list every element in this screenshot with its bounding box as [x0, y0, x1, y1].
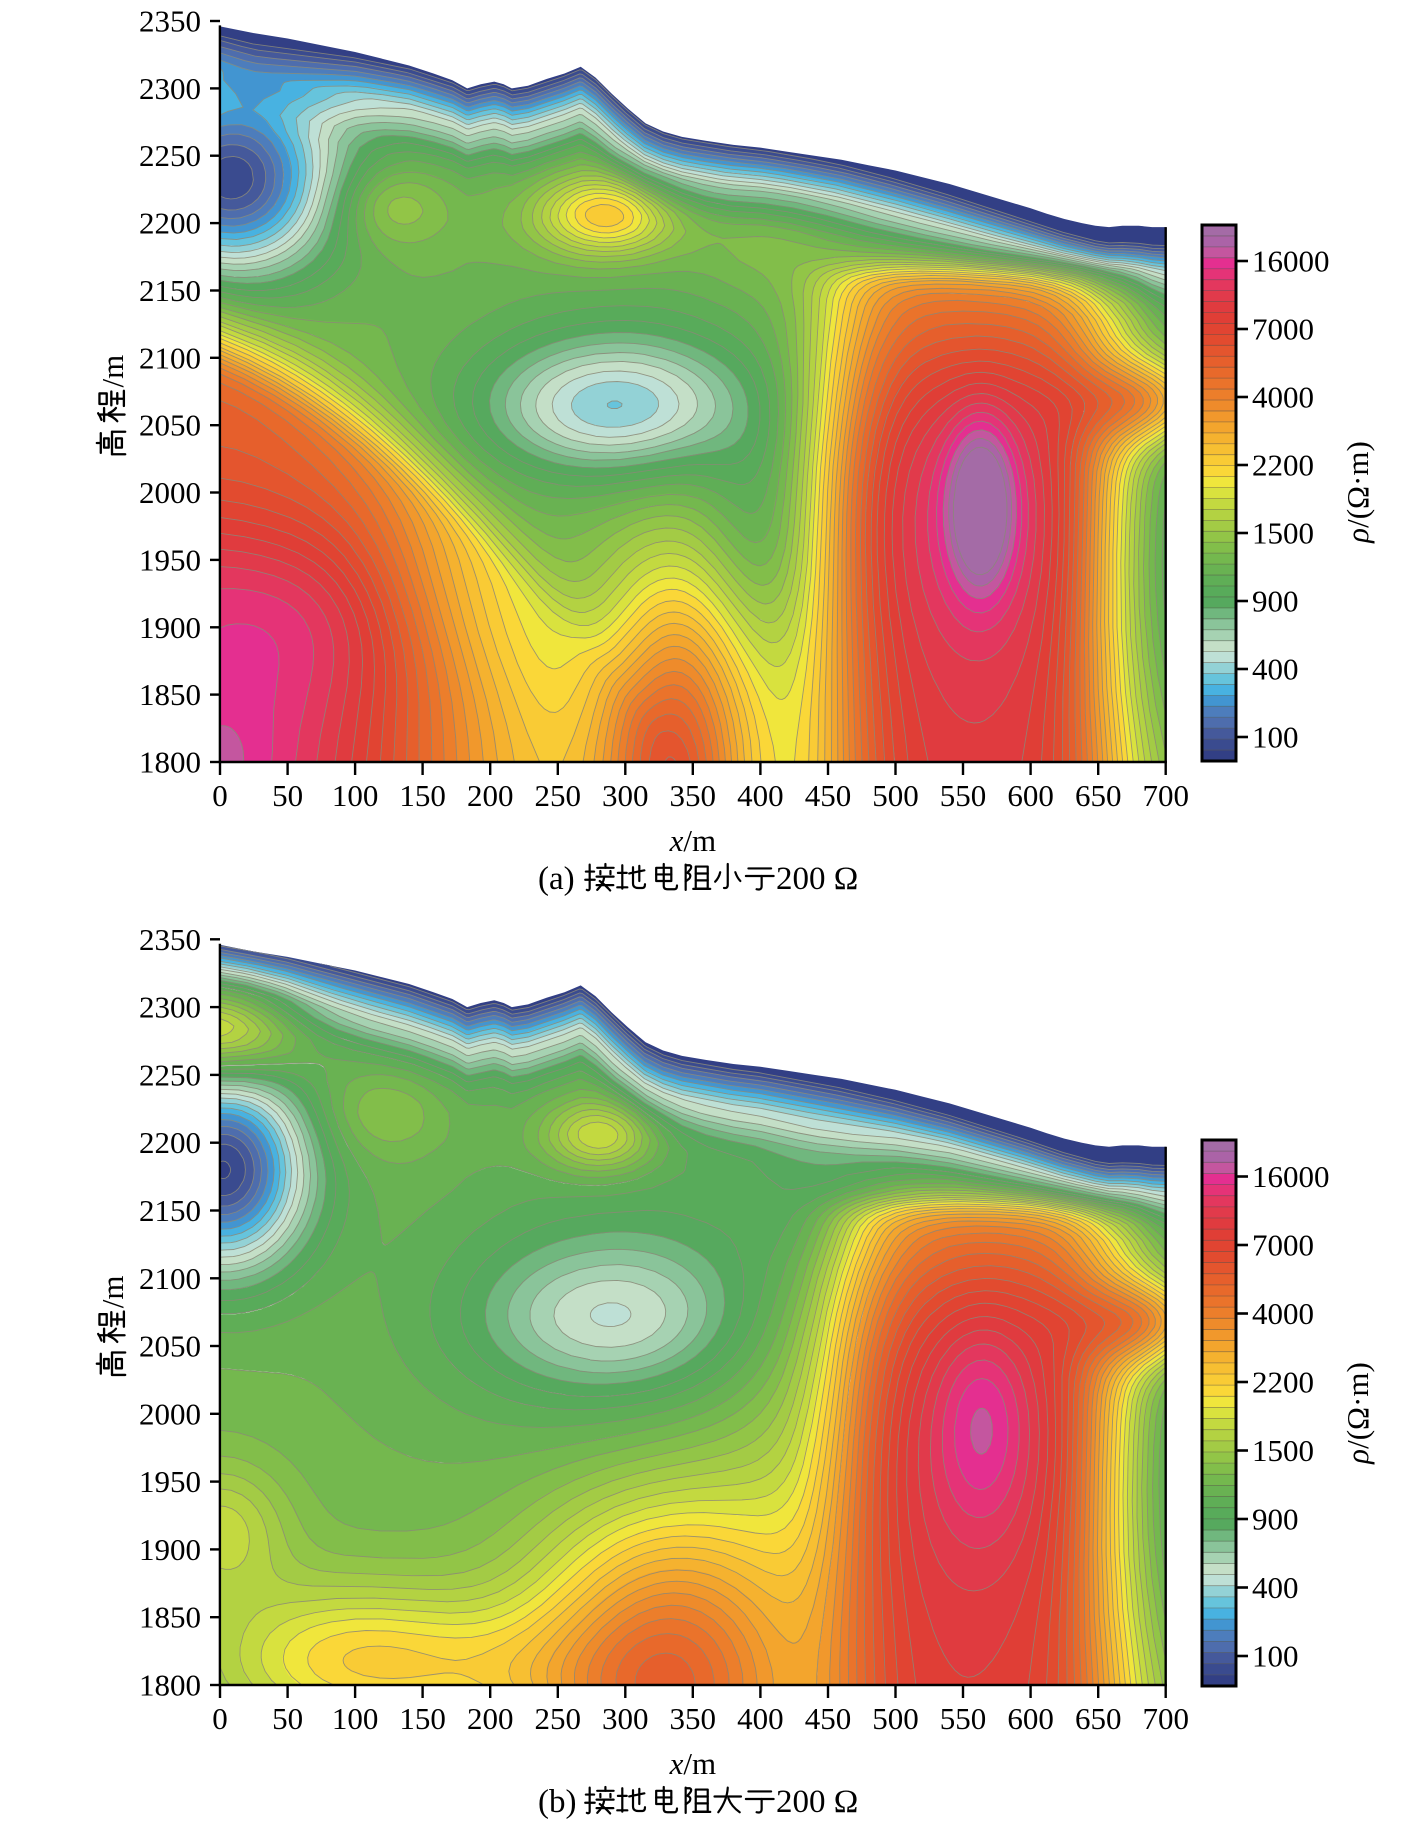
svg-text:2250: 2250 [139, 138, 201, 173]
svg-text:400: 400 [1252, 652, 1299, 687]
svg-text:2000: 2000 [139, 475, 201, 510]
svg-text:550: 550 [940, 778, 987, 813]
svg-text:16000: 16000 [1252, 244, 1330, 279]
svg-text:1800: 1800 [139, 745, 201, 780]
svg-text:150: 150 [399, 1701, 446, 1736]
svg-text:2200: 2200 [139, 206, 201, 241]
svg-text:1950: 1950 [139, 542, 201, 577]
svg-text:(b): (b) [538, 1784, 576, 1820]
svg-text:2350: 2350 [139, 4, 201, 39]
svg-text:2200: 2200 [139, 1125, 201, 1160]
svg-text:ρ/(Ω·m): ρ/(Ω·m) [1340, 1362, 1375, 1465]
svg-text:350: 350 [670, 778, 717, 813]
svg-text:100: 100 [1252, 1639, 1299, 1674]
svg-text:50: 50 [272, 778, 303, 813]
svg-text:2350: 2350 [139, 922, 201, 957]
svg-text:2100: 2100 [139, 340, 201, 375]
svg-text:1850: 1850 [139, 677, 201, 712]
svg-text:200 Ω: 200 Ω [776, 861, 858, 897]
svg-text:2200: 2200 [1252, 448, 1314, 483]
svg-text:700: 700 [1142, 778, 1189, 813]
svg-text:2050: 2050 [139, 408, 201, 443]
svg-text:650: 650 [1075, 778, 1122, 813]
svg-text:(a): (a) [538, 861, 575, 897]
svg-text:250: 250 [535, 778, 582, 813]
svg-text:200: 200 [467, 1701, 514, 1736]
svg-text:16000: 16000 [1252, 1159, 1330, 1194]
svg-text:1900: 1900 [139, 610, 201, 645]
svg-text:2250: 2250 [139, 1057, 201, 1092]
svg-text:900: 900 [1252, 1502, 1299, 1537]
svg-text:500: 500 [872, 1701, 919, 1736]
svg-text:/m: /m [95, 1275, 130, 1308]
svg-text:x/m: x/m [669, 1746, 717, 1781]
svg-text:0: 0 [212, 778, 228, 813]
svg-text:4000: 4000 [1252, 380, 1314, 415]
svg-text:900: 900 [1252, 584, 1299, 619]
svg-text:2200: 2200 [1252, 1365, 1314, 1400]
svg-text:x/m: x/m [669, 823, 717, 858]
svg-text:1900: 1900 [139, 1532, 201, 1567]
svg-text:7000: 7000 [1252, 312, 1314, 347]
svg-text:600: 600 [1007, 1701, 1054, 1736]
svg-text:ρ/(Ω·m): ρ/(Ω·m) [1340, 441, 1375, 544]
svg-text:450: 450 [805, 778, 852, 813]
svg-text:200: 200 [467, 778, 514, 813]
svg-text:1800: 1800 [139, 1668, 201, 1703]
svg-text:150: 150 [399, 778, 446, 813]
svg-text:4000: 4000 [1252, 1296, 1314, 1331]
svg-text:/m: /m [95, 355, 130, 388]
svg-text:1500: 1500 [1252, 1433, 1314, 1468]
svg-text:1950: 1950 [139, 1464, 201, 1499]
svg-text:300: 300 [602, 1701, 649, 1736]
svg-text:0: 0 [212, 1701, 228, 1736]
svg-text:1850: 1850 [139, 1600, 201, 1635]
svg-text:7000: 7000 [1252, 1228, 1314, 1263]
svg-text:2000: 2000 [139, 1396, 201, 1431]
svg-text:550: 550 [940, 1701, 987, 1736]
svg-text:200 Ω: 200 Ω [776, 1784, 858, 1820]
svg-text:2100: 2100 [139, 1261, 201, 1296]
svg-text:2300: 2300 [139, 990, 201, 1025]
svg-text:400: 400 [737, 778, 784, 813]
svg-text:350: 350 [670, 1701, 717, 1736]
svg-text:650: 650 [1075, 1701, 1122, 1736]
svg-text:700: 700 [1142, 1701, 1189, 1736]
svg-text:250: 250 [535, 1701, 582, 1736]
svg-text:100: 100 [332, 1701, 379, 1736]
svg-text:2150: 2150 [139, 1193, 201, 1228]
svg-text:400: 400 [1252, 1570, 1299, 1605]
svg-text:2150: 2150 [139, 273, 201, 308]
svg-text:1500: 1500 [1252, 516, 1314, 551]
svg-text:300: 300 [602, 778, 649, 813]
svg-text:500: 500 [872, 778, 919, 813]
svg-text:100: 100 [1252, 720, 1299, 755]
svg-text:450: 450 [805, 1701, 852, 1736]
svg-text:600: 600 [1007, 778, 1054, 813]
svg-text:400: 400 [737, 1701, 784, 1736]
svg-text:100: 100 [332, 778, 379, 813]
svg-text:2300: 2300 [139, 71, 201, 106]
svg-text:2050: 2050 [139, 1329, 201, 1364]
svg-text:50: 50 [272, 1701, 303, 1736]
